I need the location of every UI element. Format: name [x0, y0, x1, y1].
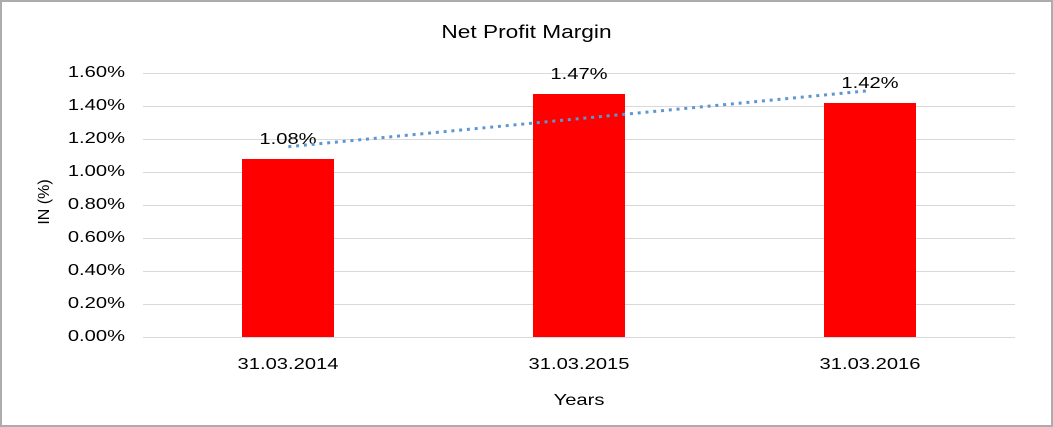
y-tick-label: 1.60% — [67, 64, 125, 81]
y-tick-label: 0.20% — [67, 295, 125, 312]
x-tick-label: 31.03.2014 — [237, 356, 339, 373]
y-tick-label: 1.40% — [67, 97, 125, 114]
bar-value-label: 1.42% — [841, 74, 899, 92]
gridline — [143, 337, 1015, 338]
y-tick-label: 1.00% — [67, 163, 125, 180]
bar-value-label: 1.08% — [259, 130, 317, 148]
bar — [533, 94, 625, 337]
x-tick-label: 31.03.2016 — [819, 356, 921, 373]
y-tick-label: 1.20% — [67, 130, 125, 147]
x-tick-label: 31.03.2015 — [528, 356, 630, 373]
y-tick-label: 0.60% — [67, 229, 125, 246]
y-tick-label: 0.80% — [67, 196, 125, 213]
y-tick-label: 0.00% — [67, 328, 125, 345]
gridline — [143, 73, 1015, 74]
y-tick-label: 0.40% — [67, 262, 125, 279]
bar — [242, 158, 335, 337]
chart-title: Net Profit Margin — [441, 22, 612, 42]
bar — [823, 102, 916, 337]
bar-value-label: 1.47% — [550, 66, 608, 84]
x-axis-title: Years — [553, 392, 605, 409]
